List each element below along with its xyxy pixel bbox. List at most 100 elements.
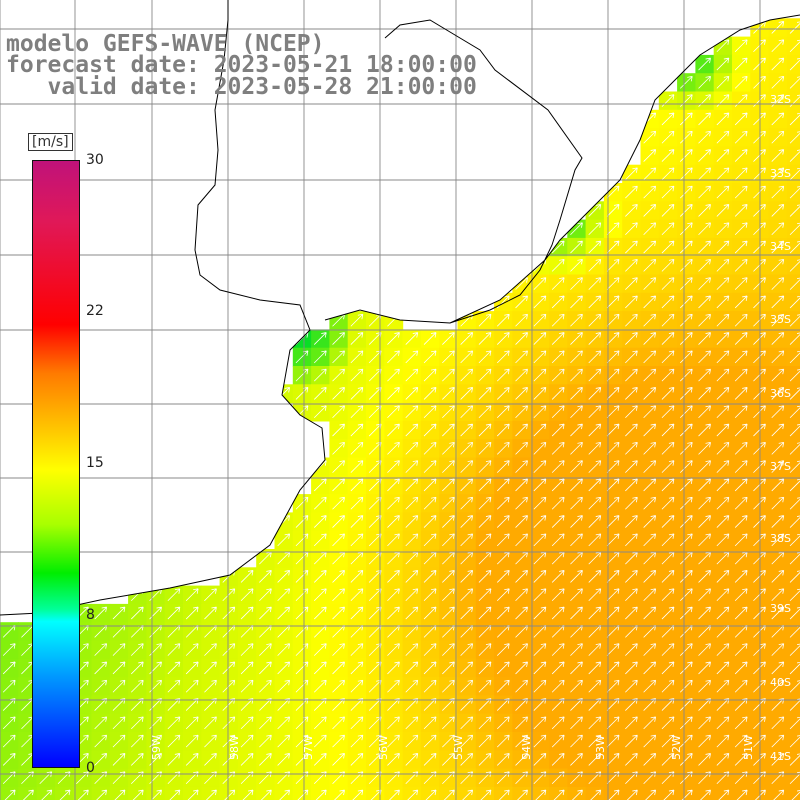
wind-arrow [167, 606, 181, 620]
wind-cell [274, 677, 294, 696]
wind-arrow [259, 643, 272, 656]
wind-cell [786, 475, 800, 495]
wind-cell [786, 347, 800, 367]
wind-arrow [240, 588, 254, 602]
wind-arrow [606, 258, 620, 272]
wind-cell [256, 786, 276, 800]
wind-cell [677, 585, 696, 605]
wind-arrow [277, 716, 291, 730]
wind-cell [603, 640, 623, 660]
wind-arrow [771, 423, 785, 437]
wind-cell [384, 713, 404, 733]
wind-arrow [753, 716, 766, 730]
wind-arrow [496, 387, 510, 400]
wind-arrow [716, 222, 730, 236]
wind-arrow [423, 716, 437, 730]
wind-cell [768, 311, 788, 330]
wind-cell [695, 695, 715, 715]
wind-arrow [551, 460, 565, 473]
wind-arrow [625, 716, 638, 730]
wind-arrow [442, 515, 455, 528]
wind-arrow [771, 387, 785, 400]
wind-arrow [240, 661, 254, 675]
wind-arrow [771, 350, 785, 364]
wind-cell [677, 292, 696, 312]
wind-cell [0, 640, 19, 660]
wind-cell [585, 732, 605, 751]
wind-cell [274, 585, 294, 605]
wind-cell [677, 494, 696, 513]
wind-arrow [259, 661, 272, 675]
wind-cell [201, 677, 221, 696]
wind-cell [512, 530, 532, 550]
wind-arrow [734, 643, 748, 656]
wind-arrow [167, 643, 181, 656]
wind-arrow [350, 753, 364, 766]
wind-cell [677, 402, 696, 422]
wind-arrow [661, 332, 675, 345]
wind-arrow [460, 423, 474, 437]
wind-cell [475, 603, 495, 623]
wind-cell [109, 732, 129, 751]
wind-cell [732, 146, 751, 166]
wind-cell [439, 713, 459, 733]
wind-cell [384, 750, 404, 770]
wind-cell [732, 164, 751, 184]
wind-cell [567, 622, 587, 642]
wind-arrow [679, 368, 693, 382]
wind-arrow [606, 295, 620, 309]
wind-cell [695, 128, 715, 147]
wind-cell [677, 347, 696, 367]
wind-arrow [661, 588, 675, 602]
wind-cell [420, 750, 440, 770]
wind-cell [732, 311, 751, 330]
wind-arrow [716, 441, 730, 455]
wind-cell [585, 640, 605, 660]
wind-cell [713, 750, 733, 770]
wind-cell [567, 530, 587, 550]
wind-cell [494, 420, 513, 440]
wind-cell [292, 603, 312, 623]
wind-cell [512, 768, 532, 788]
wind-cell [640, 658, 660, 678]
wind-arrow [405, 533, 419, 547]
wind-cell [603, 750, 623, 770]
wind-cell [585, 658, 605, 678]
wind-cell [439, 732, 459, 751]
wind-cell [768, 73, 788, 93]
wind-cell [0, 677, 19, 696]
wind-cell [311, 329, 330, 349]
wind-arrow [167, 661, 181, 675]
wind-cell [567, 402, 587, 422]
wind-cell [201, 658, 221, 678]
wind-cell [786, 183, 800, 202]
wind-arrow [442, 350, 455, 364]
wind-cell [677, 530, 696, 550]
wind-arrow [405, 368, 419, 382]
wind-cell [494, 603, 513, 623]
wind-arrow [405, 387, 419, 400]
wind-arrow [643, 112, 657, 126]
wind-arrow [405, 350, 419, 364]
wind-cell [786, 292, 800, 312]
wind-cell [183, 677, 202, 696]
wind-cell [786, 237, 800, 257]
wind-cell [366, 713, 385, 733]
wind-arrow [515, 332, 528, 345]
wind-arrow [771, 277, 785, 290]
wind-arrow [442, 460, 455, 473]
wind-cell [311, 768, 330, 788]
wind-cell [622, 366, 642, 385]
wind-cell [475, 475, 495, 495]
wind-arrow [352, 789, 364, 800]
wind-arrow [588, 368, 602, 382]
wind-arrow [460, 332, 474, 345]
wind-arrow [698, 588, 711, 602]
wind-arrow [698, 478, 711, 492]
wind-arrow [643, 185, 657, 199]
wind-cell [475, 677, 495, 696]
wind-arrow [112, 661, 126, 675]
wind-arrow [169, 789, 181, 800]
wind-arrow [496, 570, 510, 583]
longitude-labels: 59W 58W 57W 56W 55W 54W 53W 52W 51W [150, 735, 755, 760]
